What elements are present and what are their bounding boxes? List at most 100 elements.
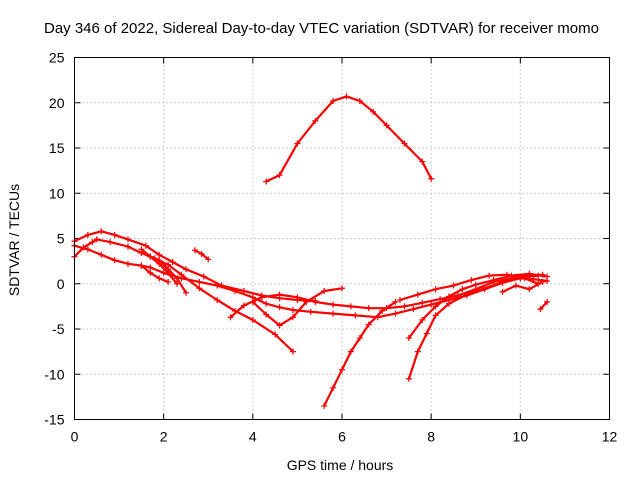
data-point [339, 366, 345, 373]
data-point [468, 277, 475, 284]
y-tick-label: -5 [52, 321, 65, 337]
data-point [294, 294, 301, 301]
data-point [263, 178, 270, 185]
data-point [544, 273, 551, 280]
series-pass-7 [191, 247, 212, 263]
data-point [392, 310, 399, 317]
series-pass-9 [249, 285, 345, 329]
data-point [258, 294, 265, 301]
data-point [330, 301, 337, 308]
data-point [330, 310, 337, 317]
series-pass-13 [405, 270, 551, 342]
data-point [303, 298, 310, 305]
data-point [503, 271, 510, 278]
data-point [289, 348, 296, 355]
data-point [165, 266, 172, 273]
x-tick-label: 8 [427, 429, 435, 445]
data-point [432, 312, 439, 319]
series-line [501, 280, 544, 293]
data-point [240, 302, 247, 309]
data-point [401, 140, 408, 147]
data-point [486, 272, 493, 279]
data-point [138, 262, 145, 269]
data-point [321, 287, 328, 294]
data-point [481, 285, 488, 292]
data-point [272, 331, 279, 338]
data-point [419, 316, 426, 323]
data-point [289, 306, 296, 313]
data-point [512, 282, 519, 289]
data-point [343, 93, 350, 100]
series-pass-5 [147, 253, 189, 296]
data-point [200, 273, 207, 280]
data-point [428, 301, 435, 308]
data-point [544, 298, 551, 305]
y-tick-label: 15 [49, 140, 65, 156]
data-point [419, 158, 426, 165]
data-point [526, 286, 533, 293]
chart-title: Day 346 of 2022, Sidereal Day-to-day VTE… [44, 20, 599, 37]
data-point [537, 306, 544, 313]
data-point [111, 231, 118, 238]
data-point [499, 288, 506, 295]
data-point [347, 303, 354, 310]
data-point [432, 286, 439, 293]
data-point [125, 260, 131, 267]
data-point [356, 335, 363, 342]
data-point [405, 335, 412, 342]
series-line [251, 287, 344, 327]
data-point [147, 253, 154, 260]
data-point [232, 287, 238, 294]
x-tick-label: 10 [513, 429, 529, 445]
data-point [365, 321, 372, 328]
data-point [379, 307, 386, 314]
data-point [98, 228, 105, 235]
data-point [111, 257, 118, 264]
series-pass-6 [138, 262, 172, 285]
data-point [276, 304, 283, 311]
data-point [147, 269, 154, 276]
data-point [432, 303, 439, 310]
data-point [414, 348, 421, 355]
data-point [294, 140, 301, 147]
data-point [405, 375, 412, 382]
series-line [539, 300, 549, 311]
data-point [428, 175, 435, 182]
data-point [263, 300, 270, 307]
data-point [214, 297, 221, 304]
data-point [263, 311, 270, 318]
grid [74, 57, 610, 420]
data-point [93, 236, 100, 243]
data-point [84, 246, 91, 253]
data-point [84, 231, 91, 238]
data-point [414, 291, 421, 298]
data-point [276, 322, 283, 329]
x-tick-label: 0 [71, 429, 79, 445]
series-line [265, 95, 433, 183]
series-pass-10 [263, 93, 435, 185]
data-point [330, 97, 337, 104]
data-point [446, 293, 452, 300]
data-point [410, 306, 417, 313]
y-tick-label: 5 [57, 231, 65, 247]
data-point [249, 298, 256, 305]
data-point [174, 280, 181, 287]
data-point [196, 285, 203, 292]
data-point [182, 289, 189, 296]
data-point [276, 291, 283, 298]
data-point [196, 278, 203, 285]
data-point [526, 270, 533, 277]
data-point [446, 300, 452, 307]
data-point [392, 298, 399, 305]
data-point [125, 243, 131, 250]
data-point [138, 246, 145, 253]
data-point [539, 278, 546, 285]
data-point [356, 97, 363, 104]
plot-frame [74, 57, 610, 420]
data-point [156, 257, 163, 264]
data-point [276, 172, 283, 179]
series-line [407, 274, 540, 380]
data-point [490, 277, 497, 284]
data-point [98, 251, 105, 258]
data-point [423, 330, 430, 337]
